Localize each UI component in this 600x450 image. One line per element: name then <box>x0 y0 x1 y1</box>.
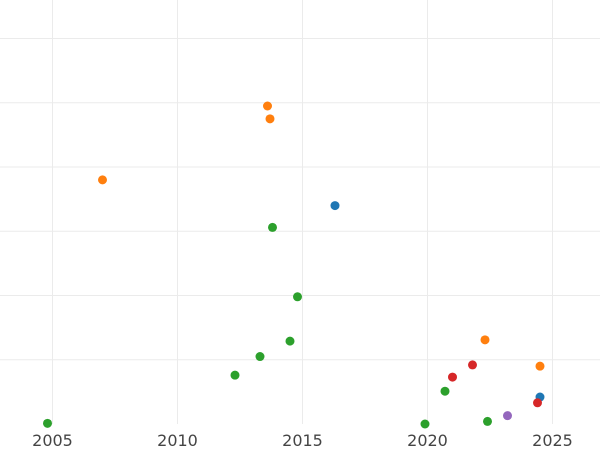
data-point-series-5 <box>503 411 512 421</box>
x-tick-label: 2015 <box>282 431 323 450</box>
grid-lines <box>0 0 600 424</box>
data-point-series-3 <box>293 292 302 302</box>
data-point-series-3 <box>43 418 52 428</box>
data-point-series-2 <box>98 175 107 185</box>
data-point-series-3 <box>285 336 295 346</box>
x-axis-tick-labels: 2005 2010 2015 2020 2025 <box>32 431 573 450</box>
x-tick-label: 2025 <box>532 431 573 450</box>
data-point-series-2 <box>480 335 490 345</box>
x-tick-label: 2010 <box>157 431 198 450</box>
data-points <box>43 101 545 429</box>
data-point-series-2 <box>535 361 545 371</box>
data-point-series-2 <box>265 114 275 124</box>
data-point-series-2 <box>263 101 272 111</box>
data-point-series-3 <box>255 352 265 362</box>
data-point-series-3 <box>268 222 277 232</box>
data-point-series-4 <box>533 398 542 408</box>
data-point-series-3 <box>230 370 240 380</box>
x-tick-label: 2005 <box>32 431 73 450</box>
data-point-series-3 <box>420 419 430 429</box>
x-tick-label: 2020 <box>407 431 448 450</box>
data-point-series-4 <box>448 372 457 382</box>
data-point-series-3 <box>440 386 450 396</box>
data-point-series-3 <box>483 416 492 426</box>
data-point-series-4 <box>468 360 477 370</box>
data-point-series-1 <box>330 201 340 211</box>
